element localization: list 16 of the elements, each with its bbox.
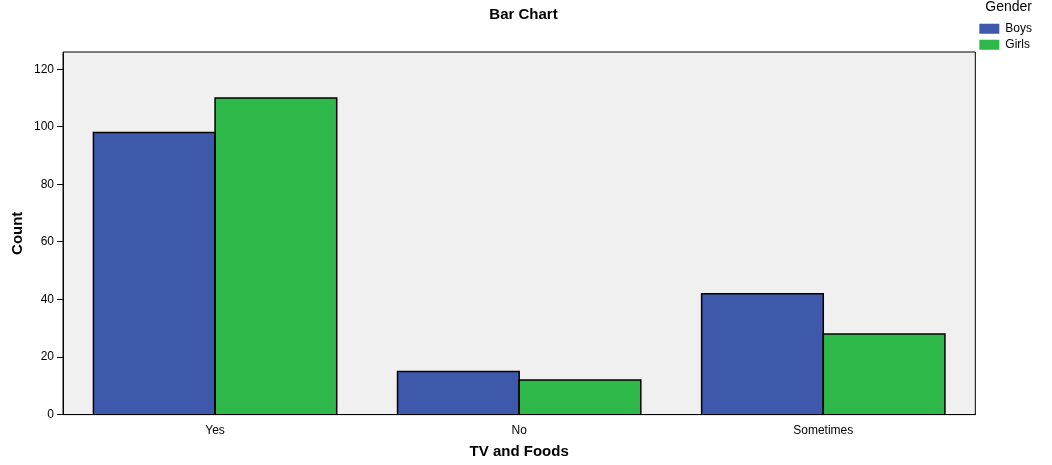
- legend-label: Boys: [1005, 21, 1033, 36]
- y-tick-label: 120: [33, 61, 55, 76]
- y-tick-label: 80: [40, 176, 55, 191]
- y-tick-label: 0: [47, 406, 55, 421]
- x-tick-label: Yes: [205, 423, 225, 438]
- y-axis-title: Count: [8, 211, 26, 255]
- legend-label: Girls: [1005, 37, 1030, 52]
- y-tick-label: 100: [33, 119, 55, 134]
- x-tick-label: Sometimes: [793, 423, 854, 438]
- y-tick-label: 40: [40, 291, 55, 306]
- legend-title: Gender: [985, 0, 1033, 14]
- y-tick-label: 20: [40, 349, 55, 364]
- x-tick-label: No: [511, 423, 528, 438]
- x-axis-title: TV and Foods: [469, 442, 569, 460]
- chart-title: Bar Chart: [489, 5, 558, 23]
- y-tick-label: 60: [40, 234, 55, 249]
